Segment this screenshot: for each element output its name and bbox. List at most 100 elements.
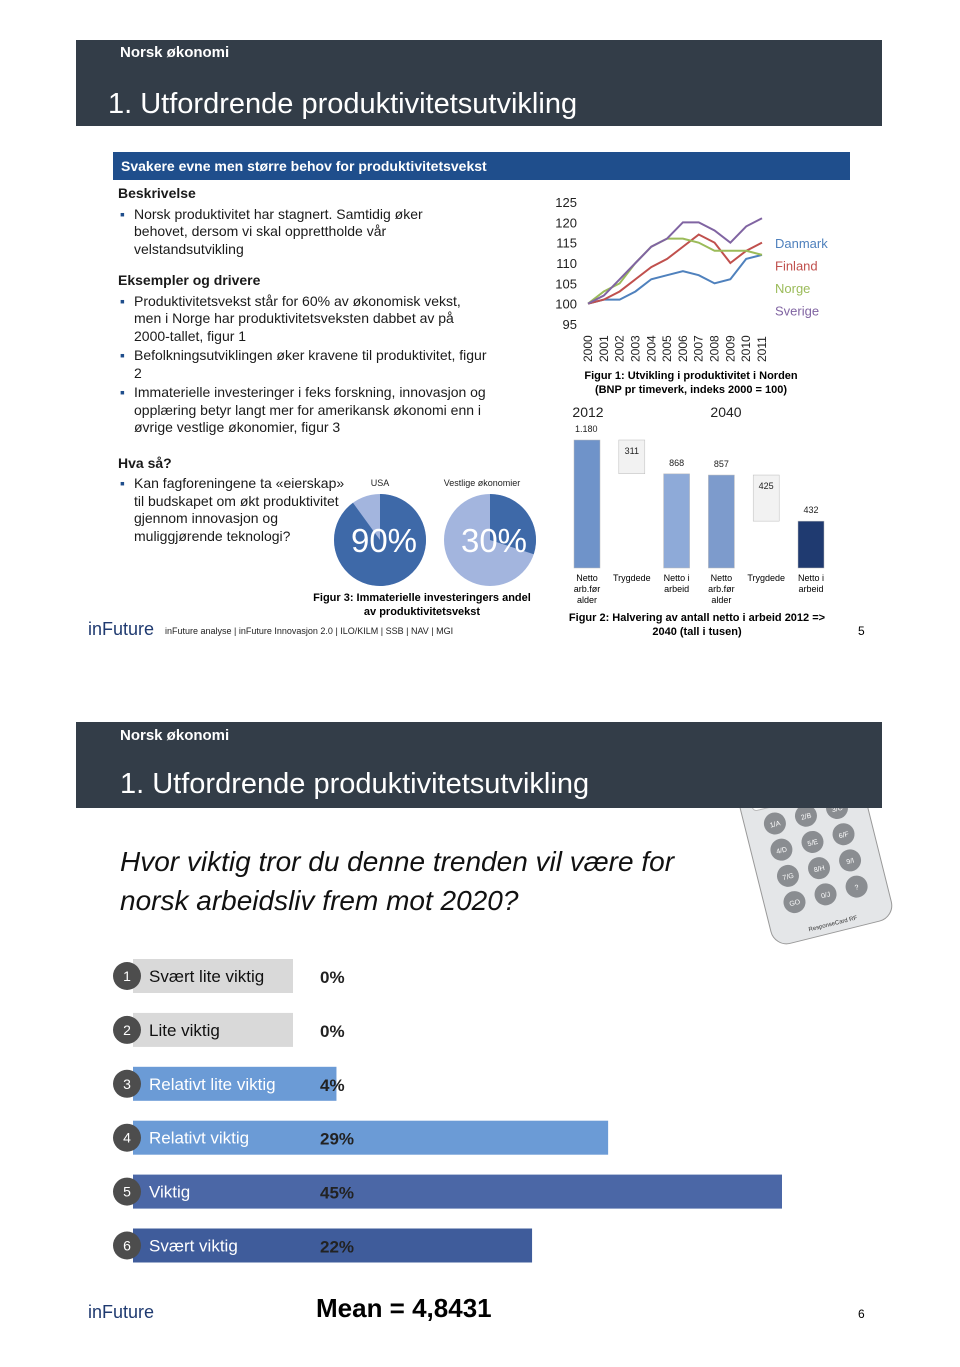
value-label: 0% xyxy=(320,968,345,987)
number: 5 xyxy=(123,1184,131,1200)
group-label: 2040 xyxy=(710,404,741,420)
logo: inFuture xyxy=(88,619,155,639)
remote-key xyxy=(808,857,831,880)
value-label: 868 xyxy=(669,458,684,468)
legend-label: Vestlige økonomier xyxy=(444,478,521,488)
bar xyxy=(752,474,780,522)
pie-label: 90% xyxy=(351,522,417,559)
category-box xyxy=(133,1228,293,1263)
logo: inFuture xyxy=(88,1302,155,1322)
value-label: 0% xyxy=(320,1022,345,1041)
remote-key xyxy=(814,883,837,906)
remote-key xyxy=(794,804,817,827)
remote-key-label: 0/J xyxy=(821,891,832,900)
y-tick-label: 120 xyxy=(555,215,577,230)
caption: Figur 3: Immaterielle investeringers and… xyxy=(313,592,531,618)
remote-key-label: 9/I xyxy=(846,858,855,867)
y-tick-label: 105 xyxy=(555,276,577,291)
section: Norsk økonomi xyxy=(120,44,230,61)
remote-key-label: 2/B xyxy=(800,812,812,821)
x-tick-label: 2009 xyxy=(723,335,737,362)
y-tick-label: 95 xyxy=(563,317,577,332)
remote-key-label: 8/H xyxy=(813,865,825,874)
category-label: Svært lite viktig xyxy=(149,967,264,986)
value-label: 857 xyxy=(714,459,729,469)
value-label: 29% xyxy=(320,1130,354,1149)
category-box xyxy=(133,959,293,993)
list: Norsk produktivitet har stagnert. Samtid… xyxy=(118,206,438,259)
number-badge xyxy=(113,1015,141,1044)
legend-label: Finland xyxy=(775,259,818,274)
question: Hvor viktig tror du denne trenden vil væ… xyxy=(120,846,675,916)
text-column: Beskrivelse Norsk produktivitet har stag… xyxy=(118,185,498,547)
x-tick-label: 2006 xyxy=(676,335,690,362)
remote-key xyxy=(783,891,806,914)
heading: Hva så? xyxy=(118,454,172,471)
heading: Eksempler og drivere xyxy=(118,272,261,288)
page-number: 5 xyxy=(858,624,865,638)
number: 3 xyxy=(123,1076,131,1092)
remote-key xyxy=(763,812,786,835)
y-tick-label: 110 xyxy=(556,256,577,271)
pie-slice xyxy=(334,494,427,587)
line xyxy=(587,233,763,305)
x-tick-label: 2003 xyxy=(628,335,642,362)
value-label: 432 xyxy=(803,505,818,515)
remote-key-label: 7/G xyxy=(782,873,795,883)
page-number: 6 xyxy=(858,1307,865,1321)
header-band xyxy=(76,722,882,808)
banner: Svakere evne men større behov for produk… xyxy=(113,152,850,180)
remote-key-label: 3/C xyxy=(831,805,843,814)
value-label: 425 xyxy=(759,481,774,491)
number: 4 xyxy=(123,1130,131,1146)
category-box xyxy=(133,1120,293,1155)
category-label: Netto arb.før alder xyxy=(573,573,601,605)
bar xyxy=(663,473,690,569)
bullet: Kan fagforeningene ta «eierskap» til bud… xyxy=(118,475,348,545)
x-tick-label: 2001 xyxy=(597,335,611,362)
value-label: 4% xyxy=(320,1076,345,1095)
value-label: 1.180 xyxy=(575,424,598,434)
category-label: Viktig xyxy=(149,1183,190,1202)
remote-key-label: 1/A xyxy=(769,820,781,829)
caption: Figur 2: Halvering av antall netto i arb… xyxy=(568,612,826,638)
sources: inFuture analyse | inFuture Innovasjon 2… xyxy=(165,626,454,636)
number: 1 xyxy=(123,968,131,984)
pie-slice xyxy=(490,494,536,555)
bar xyxy=(293,1174,782,1209)
x-tick-label: 2002 xyxy=(613,335,627,362)
number-badge xyxy=(113,1123,141,1152)
list: Kan fagforeningene ta «eierskap» til bud… xyxy=(118,475,348,545)
category-box xyxy=(133,1066,293,1101)
title: 1. Utfordrende produktivitetsutvikling xyxy=(120,768,590,800)
caption: Figur 1: Utvikling i produktivitet i Nor… xyxy=(584,370,798,396)
category-label: Svært viktig xyxy=(149,1237,238,1256)
list: Produktivitetsvekst står for 60% av økon… xyxy=(118,293,488,437)
legend-label: Sverige xyxy=(775,304,819,319)
title: 1. Utfordrende produktivitetsutvikling xyxy=(108,88,578,120)
remote-key-label: 6/F xyxy=(838,831,850,840)
heading: Beskrivelse xyxy=(118,185,196,201)
number: 2 xyxy=(123,1022,131,1038)
remote-key-label: GO xyxy=(789,899,802,909)
bar xyxy=(797,520,825,569)
x-tick-label: 2005 xyxy=(660,335,674,362)
x-tick-label: 2007 xyxy=(692,335,706,362)
bullet: Immaterielle investeringer i feks forskn… xyxy=(118,384,488,437)
value-label: 311 xyxy=(625,446,639,456)
legend-label: Norge xyxy=(775,281,810,296)
category-label: Netto i arbeid xyxy=(797,573,824,594)
legend-label: Danmark xyxy=(775,236,828,251)
section: Norsk økonomi xyxy=(120,727,230,744)
remote-key-label: ? xyxy=(854,884,860,892)
header-band xyxy=(76,40,882,126)
number-badge xyxy=(113,1069,141,1098)
remote-key-label: 4/D xyxy=(776,846,788,855)
line xyxy=(587,217,763,305)
y-tick-label: 100 xyxy=(555,297,577,312)
remote-key xyxy=(839,849,862,872)
x-tick-label: 2004 xyxy=(644,335,658,362)
pie-label: 30% xyxy=(461,522,527,559)
number: 6 xyxy=(123,1238,131,1254)
